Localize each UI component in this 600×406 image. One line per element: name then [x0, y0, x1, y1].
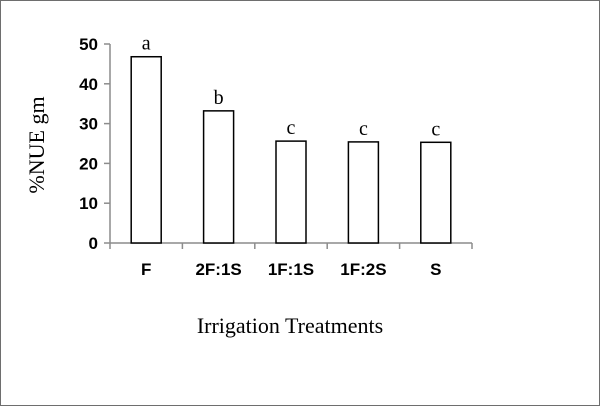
y-tick-label: 50 [79, 35, 98, 54]
bar-data-label: b [214, 87, 224, 109]
y-axis-title: %NUE gm [24, 96, 49, 193]
bar [275, 140, 307, 244]
bar-data-label: c [431, 118, 440, 140]
bar [420, 141, 452, 244]
bar [347, 141, 380, 244]
bars [130, 55, 452, 244]
labels: 0 10 20 30 40 50 a Fb 2F:1S c 1F:1S c 1F:2S c S [79, 33, 441, 279]
y-tick-label: 10 [79, 194, 98, 213]
bar-data-label: c [287, 117, 296, 139]
y-tick-label: 0 [89, 234, 98, 253]
y-tick-label: 40 [79, 75, 98, 94]
bar [202, 110, 235, 244]
y-tick-label: 30 [79, 115, 98, 134]
y-tick-label: 20 [79, 154, 98, 173]
x-tick-label: F [141, 260, 151, 279]
x-axis-title: Irrigation Treatments [197, 313, 383, 338]
x-tick-label: 2F:1S [195, 260, 241, 279]
x-tick-label: S [430, 260, 441, 279]
bar-data-label: c [359, 118, 368, 140]
bar-data-label: a [142, 33, 151, 55]
x-tick-label: 1F:2S [340, 260, 386, 279]
bar [130, 55, 162, 244]
x-tick-label: 1F:1S [268, 260, 314, 279]
